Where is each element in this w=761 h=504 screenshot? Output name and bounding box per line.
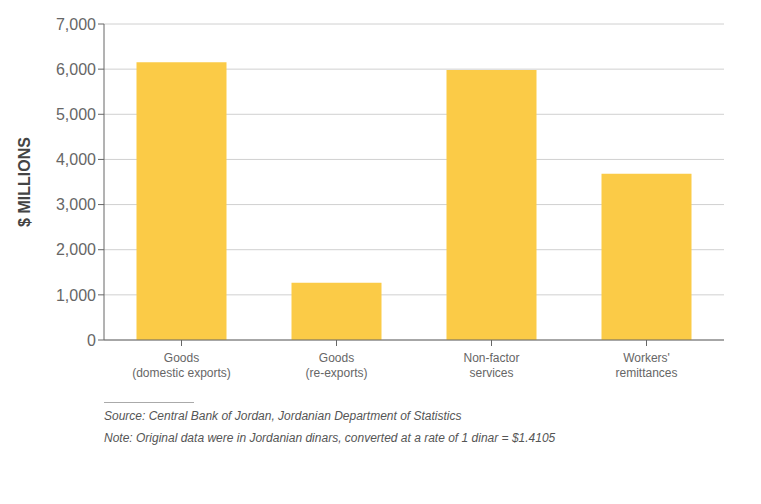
- svg-text:1,000: 1,000: [56, 287, 96, 304]
- svg-text:Goods(domestic exports): Goods(domestic exports): [132, 351, 231, 380]
- svg-text:Goods(re-exports): Goods(re-exports): [305, 351, 367, 380]
- svg-text:Workers'remittances: Workers'remittances: [615, 351, 677, 380]
- svg-text:6,000: 6,000: [56, 61, 96, 78]
- svg-text:4,000: 4,000: [56, 151, 96, 168]
- svg-text:7,000: 7,000: [56, 16, 96, 33]
- svg-text:3,000: 3,000: [56, 196, 96, 213]
- html-text:Note: Original data were in Jo: Note: Original data were in Jordanian di…: [104, 431, 556, 445]
- svg-text:2,000: 2,000: [56, 241, 96, 258]
- svg-text:0: 0: [87, 332, 96, 349]
- svg-text:5,000: 5,000: [56, 106, 96, 123]
- html-text:Source: Central Bank of Jordan: Source: Central Bank of Jordan, Jordania…: [104, 409, 462, 423]
- svg-text:$ MILLIONS: $ MILLIONS: [16, 137, 33, 227]
- svg-text:Non-factorservices: Non-factorservices: [463, 351, 519, 380]
